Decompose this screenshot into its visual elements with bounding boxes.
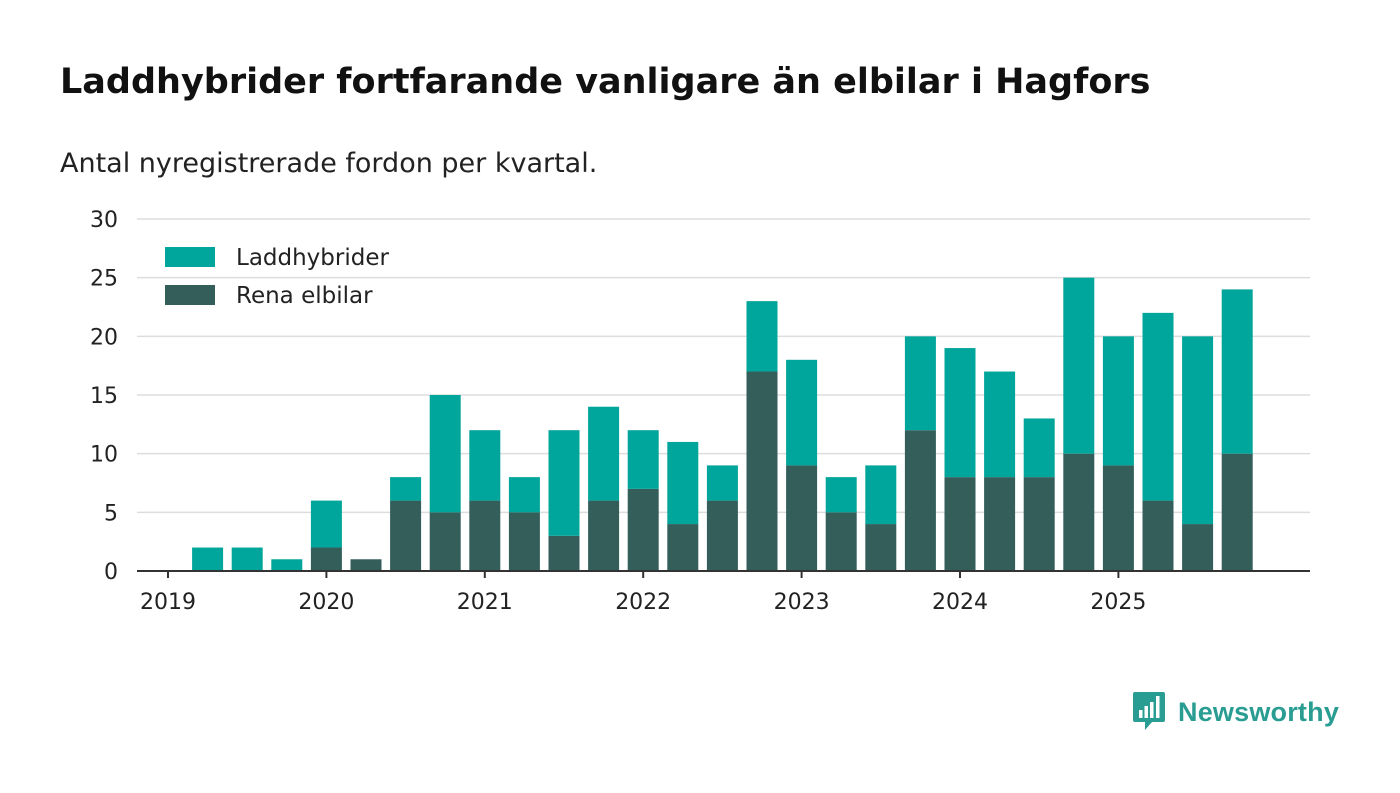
x-tick-label: 2020 (298, 590, 354, 615)
y-tick-label: 10 (90, 443, 118, 468)
x-tick-label: 2022 (615, 590, 671, 615)
bar-rena-elbilar (627, 488, 659, 571)
bar-rena-elbilar (706, 500, 738, 571)
bar-laddhybrider (231, 547, 263, 571)
bar-rena-elbilar (786, 465, 818, 571)
bar-rena-elbilar (548, 535, 580, 571)
bar-rena-elbilar (944, 477, 976, 571)
legend-label: Rena elbilar (236, 283, 373, 309)
y-tick-label: 20 (90, 325, 118, 350)
bar-laddhybrider (1142, 312, 1174, 501)
bar-laddhybrider (310, 500, 342, 548)
bar-rena-elbilar (1182, 524, 1214, 571)
bar-laddhybrider (1023, 418, 1055, 478)
bar-laddhybrider (1221, 289, 1253, 454)
bar-rena-elbilar (310, 547, 342, 571)
legend-label: Laddhybrider (236, 245, 389, 271)
bar-rena-elbilar (984, 477, 1016, 571)
bar-laddhybrider (469, 430, 501, 501)
bar-laddhybrider (1102, 336, 1134, 466)
bar-rena-elbilar (588, 500, 620, 571)
x-tick-label: 2024 (932, 590, 988, 615)
bar-laddhybrider (825, 477, 857, 513)
y-tick-label: 30 (90, 208, 118, 233)
bar-rena-elbilar (667, 524, 699, 571)
bar-laddhybrider (746, 301, 778, 372)
brand-name: Newsworthy (1178, 696, 1340, 727)
x-tick-label: 2023 (774, 590, 830, 615)
legend: Laddhybrider Rena elbilar (165, 245, 389, 309)
bar-laddhybrider (508, 477, 540, 513)
y-tick-label: 25 (90, 267, 118, 292)
bar-laddhybrider (904, 336, 936, 431)
bars (192, 277, 1253, 571)
bar-laddhybrider (627, 430, 659, 489)
bar-rena-elbilar (429, 512, 461, 571)
brand: Newsworthy (1132, 690, 1339, 734)
bar-laddhybrider (1182, 336, 1214, 525)
bar-laddhybrider (429, 395, 461, 513)
bar-rena-elbilar (1142, 500, 1174, 571)
bar-laddhybrider (390, 477, 422, 501)
y-tick-label: 15 (90, 384, 118, 409)
bar-laddhybrider (192, 547, 224, 571)
bar-rena-elbilar (1063, 453, 1095, 571)
bar-rena-elbilar (1102, 465, 1134, 571)
x-tick-label: 2021 (457, 590, 513, 615)
bar-laddhybrider (984, 371, 1016, 478)
bar-laddhybrider (706, 465, 738, 501)
bar-rena-elbilar (825, 512, 857, 571)
bar-rena-elbilar (508, 512, 540, 571)
chart-title: Laddhybrider fortfarande vanligare än el… (60, 62, 1151, 102)
bar-rena-elbilar (350, 559, 382, 571)
bar-rena-elbilar (746, 371, 778, 571)
x-tick-label: 2019 (140, 590, 196, 615)
bar-laddhybrider (944, 348, 976, 478)
bar-rena-elbilar (469, 500, 501, 571)
bar-laddhybrider (1063, 277, 1095, 454)
bar-laddhybrider (271, 559, 303, 571)
bar-rena-elbilar (865, 524, 897, 571)
x-tick-label: 2025 (1090, 590, 1146, 615)
legend-swatch (165, 247, 215, 267)
y-tick-label: 0 (104, 560, 118, 585)
y-tick-label: 5 (104, 501, 118, 526)
bar-rena-elbilar (904, 430, 936, 571)
bar-rena-elbilar (390, 500, 422, 571)
bar-laddhybrider (786, 359, 818, 466)
bar-laddhybrider (865, 465, 897, 525)
chart-subtitle: Antal nyregistrerade fordon per kvartal. (60, 148, 598, 179)
bar-laddhybrider (667, 441, 699, 525)
bar-rena-elbilar (1023, 477, 1055, 571)
bar-laddhybrider (548, 430, 580, 536)
legend-swatch (165, 285, 215, 305)
bar-rena-elbilar (1221, 453, 1253, 571)
newsworthy-logo-icon (1133, 692, 1165, 730)
bar-laddhybrider (588, 406, 620, 501)
